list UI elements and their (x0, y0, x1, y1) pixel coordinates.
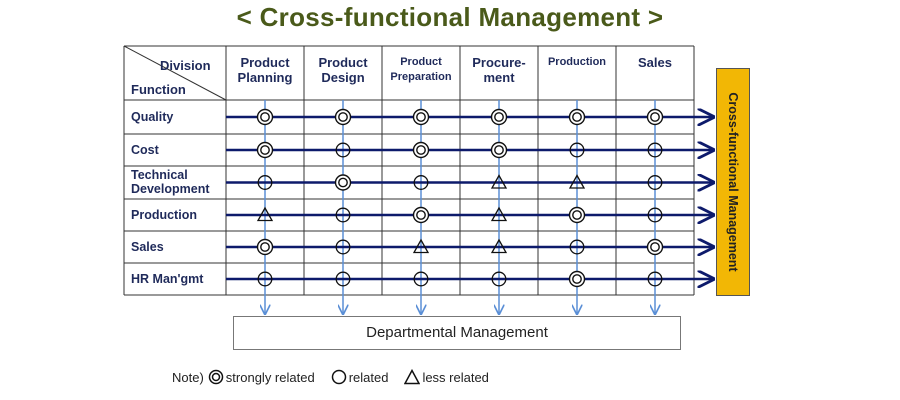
cross-functional-management-box: Cross-functional Management (716, 68, 750, 296)
related-mark (569, 239, 585, 255)
related-mark (413, 271, 429, 287)
strongly-related-mark (490, 141, 508, 159)
related-mark (647, 142, 663, 158)
row-label-5: Sales (131, 240, 164, 254)
less-related-mark (490, 174, 508, 189)
strongly-related-mark (334, 108, 352, 126)
strongly-related-mark (568, 206, 586, 224)
row-label-2: Cost (131, 143, 159, 157)
related-icon (331, 369, 346, 385)
column-header-5: Production (547, 56, 607, 68)
column-header-6: Sales (638, 55, 672, 70)
header-function: Function (131, 82, 186, 97)
strongly-related-mark (256, 141, 274, 159)
strongly-related-mark (412, 141, 430, 159)
note-prefix: Note) (172, 369, 204, 385)
related-mark (257, 271, 273, 287)
strongly-related-mark (256, 238, 274, 256)
less-related-mark (256, 206, 274, 222)
strongly-related-mark (412, 206, 430, 224)
related-mark (335, 271, 351, 287)
note-related: related (348, 369, 389, 385)
less-related-mark (490, 206, 508, 222)
side-box-label: Cross-functional Management (726, 92, 740, 272)
corner-diagonal (123, 45, 227, 101)
column-header-3: Product Preparation (390, 56, 452, 83)
strongly-related-mark (334, 174, 352, 191)
related-mark (335, 239, 351, 255)
header-division: Division (160, 58, 211, 73)
related-mark (491, 271, 507, 287)
strongly-related-mark (568, 108, 586, 126)
related-mark (335, 207, 351, 223)
note-strong: strongly related (225, 369, 315, 385)
row-label-6: HR Man'gmt (131, 272, 204, 286)
related-mark (647, 175, 663, 190)
related-mark (335, 142, 351, 158)
legend-note: Note) strongly related related less rela… (172, 369, 489, 385)
page-title: < Cross-functional Management > (236, 2, 664, 32)
strongly-related-mark (412, 108, 430, 126)
row-label-1: Quality (131, 110, 174, 124)
less-related-mark (568, 174, 586, 189)
related-mark (569, 142, 585, 158)
strongly-related-mark (646, 108, 664, 126)
column-header-1: Product Planning (237, 55, 293, 85)
related-mark (647, 207, 663, 223)
strongly-related-mark (568, 270, 586, 288)
row-label-3: Technical Development (131, 168, 210, 196)
related-mark (647, 271, 663, 287)
column-header-2: Product Design (318, 55, 368, 85)
strongly-related-mark (490, 108, 508, 126)
related-mark (413, 175, 429, 190)
strongly-related-mark (256, 108, 274, 126)
strongly-related-icon (208, 369, 224, 385)
less-related-icon (404, 369, 421, 385)
column-header-4: Procure-ment (472, 55, 526, 85)
strongly-related-mark (646, 238, 664, 256)
less-related-mark (490, 238, 508, 254)
row-label-4: Production (131, 208, 197, 222)
note-less: less related (422, 369, 489, 385)
related-mark (257, 175, 273, 190)
departmental-management-box: Departmental Management (233, 316, 681, 350)
less-related-mark (412, 238, 430, 254)
